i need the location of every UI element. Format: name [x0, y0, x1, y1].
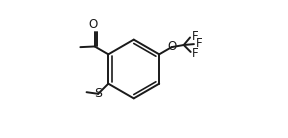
Text: S: S — [94, 87, 102, 100]
Text: F: F — [196, 37, 202, 50]
Text: F: F — [192, 30, 198, 43]
Text: F: F — [192, 47, 198, 60]
Text: O: O — [89, 18, 98, 31]
Text: O: O — [167, 40, 176, 53]
